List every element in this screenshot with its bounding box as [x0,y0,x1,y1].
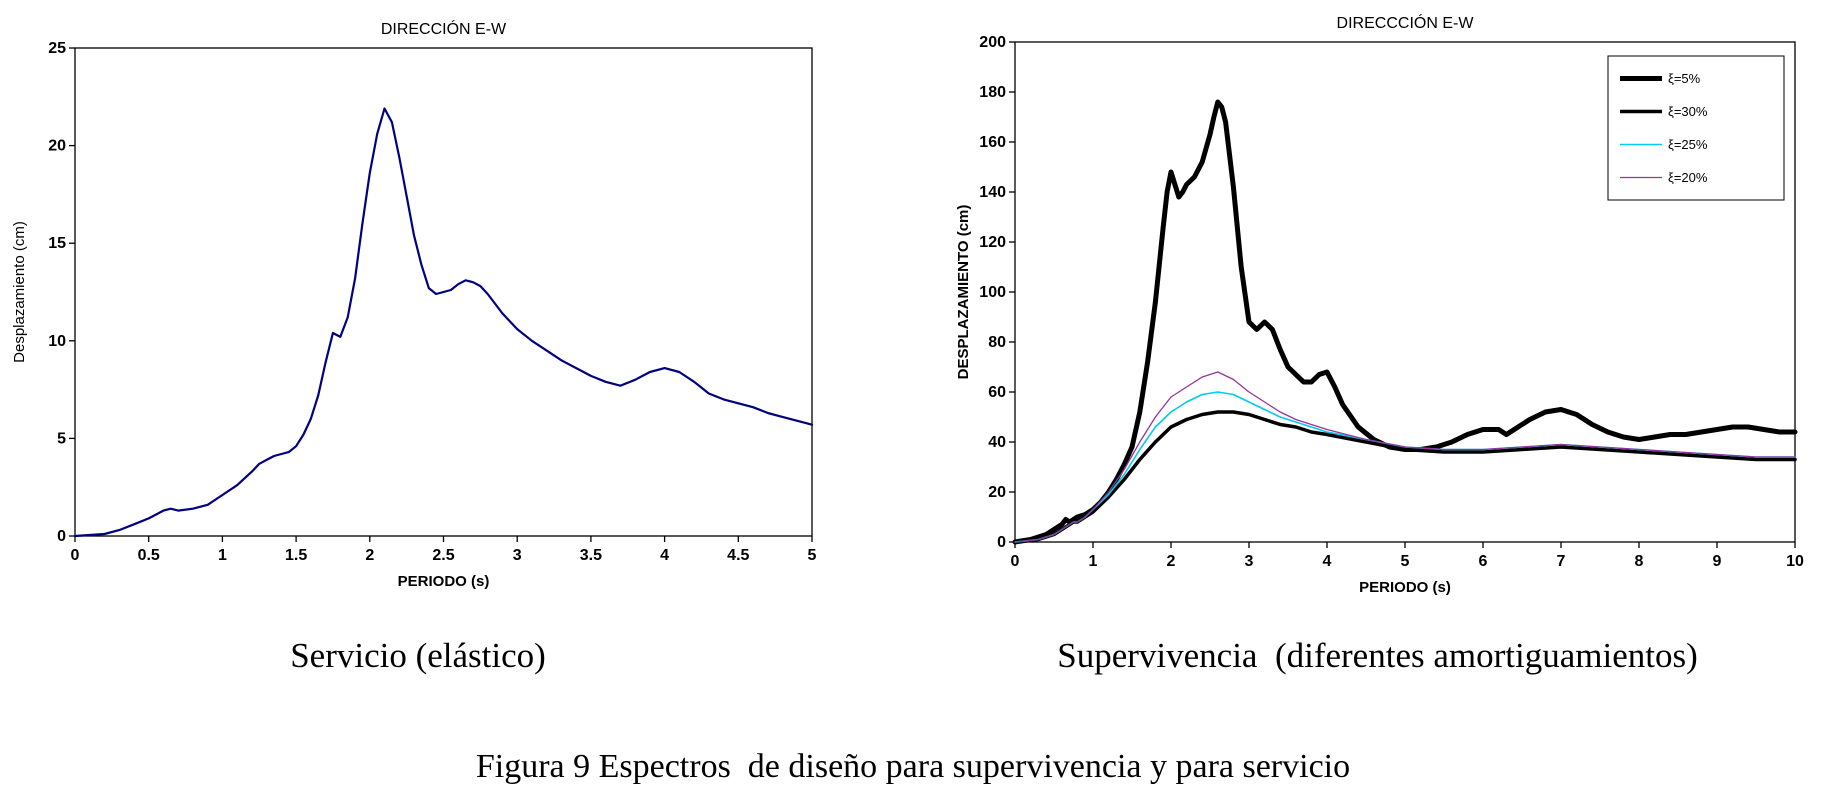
y-tick-label: 0 [57,528,66,545]
legend-label: ξ=25% [1668,137,1708,152]
x-tick-label: 2 [365,547,374,564]
x-tick-label: 5 [1401,553,1410,570]
caption-supervivencia: Supervivencia (diferentes amortiguamient… [1057,636,1698,675]
x-tick-label: 7 [1557,553,1566,570]
x-tick-label: 1 [218,547,227,564]
x-tick-label: 10 [1786,553,1804,570]
x-tick-label: 2 [1167,553,1176,570]
y-tick-label: 0 [997,534,1006,551]
chart-servicio: 0 0.5 1 1.5 2 2.5 3 3.5 4 4.5 5 0 5 10 15 20 25 DIRECCIÓN… [11,19,817,590]
y-tick-label: 120 [979,234,1006,251]
x-tick-label: 4 [1323,553,1332,570]
x-tick-label: 1.5 [285,547,307,564]
chart-title: DIRECCCIÓN E-W [1337,13,1475,32]
caption-servicio: Servicio (elástico) [290,636,546,675]
y-tick-label: 20 [48,138,66,155]
x-tick-label: 6 [1479,553,1488,570]
y-tick-label: 10 [48,333,66,350]
legend-label: ξ=5% [1668,71,1701,86]
x-tick-label: 0.5 [138,547,160,564]
y-axis-label: DESPLAZAMIENTO (cm) [955,205,972,380]
x-tick-label: 0 [71,547,80,564]
chart-supervivencia: 0 1 2 3 4 5 6 7 8 9 10020406080100120140160180200D… [955,13,1804,596]
x-tick-label: 1 [1089,553,1098,570]
y-tick-label: 140 [979,184,1006,201]
y-tick-label: 160 [979,134,1006,151]
y-tick-label: 60 [988,384,1006,401]
y-tick-label: 40 [988,434,1006,451]
legend-label: ξ=20% [1668,170,1708,185]
y-tick-label: 5 [57,430,66,447]
x-tick-label: 0 [1011,553,1020,570]
y-tick-label: 100 [979,284,1006,301]
y-tick-label: 20 [988,484,1006,501]
series-line [1014,371,1796,543]
y-axis-label: Desplazamiento (cm) [11,221,28,363]
y-tick-label: 180 [979,84,1006,101]
x-tick-label: 2.5 [432,547,454,564]
series-line [73,107,814,538]
x-tick-label: 4.5 [727,547,749,564]
x-tick-label: 5 [808,547,817,564]
x-tick-label: 3.5 [580,547,602,564]
y-tick-label: 200 [979,34,1006,51]
x-tick-label: 9 [1713,553,1722,570]
legend-label: ξ=30% [1668,104,1708,119]
x-tick-label: 4 [660,547,669,564]
x-tick-label: 3 [513,547,522,564]
y-tick-label: 80 [988,334,1006,351]
x-axis-label: PERIODO (s) [1359,579,1451,596]
x-tick-label: 8 [1635,553,1644,570]
y-tick-label: 25 [48,40,66,57]
x-axis-label: PERIODO (s) [398,573,490,590]
x-tick-label: 3 [1245,553,1254,570]
chart-title: DIRECCIÓN E-W [381,19,507,38]
figure-caption: Figura 9 Espectros de diseño para superv… [475,748,1351,785]
y-tick-label: 15 [48,235,66,252]
